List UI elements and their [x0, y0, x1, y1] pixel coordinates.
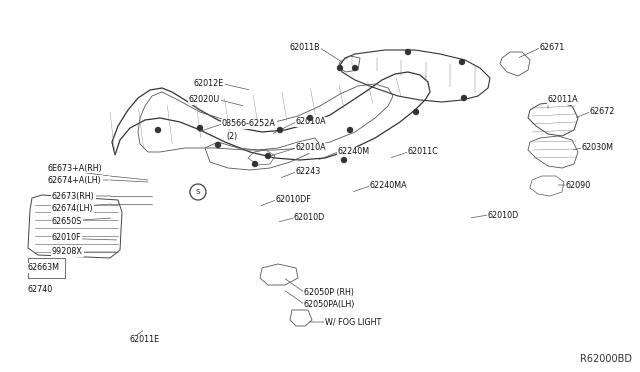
Circle shape: [337, 65, 342, 71]
Circle shape: [413, 109, 419, 115]
Text: 62663M: 62663M: [28, 263, 60, 273]
Text: W/ FOG LIGHT: W/ FOG LIGHT: [325, 317, 381, 327]
Text: 62010DF: 62010DF: [276, 196, 312, 205]
Circle shape: [353, 65, 358, 71]
Circle shape: [266, 154, 271, 158]
Text: 99208X: 99208X: [52, 247, 83, 257]
Text: R62000BD: R62000BD: [580, 354, 632, 364]
Circle shape: [342, 157, 346, 163]
Text: 62011C: 62011C: [408, 148, 439, 157]
Text: 62674+A(LH): 62674+A(LH): [48, 176, 102, 185]
Circle shape: [278, 128, 282, 132]
Text: 62650S: 62650S: [52, 218, 83, 227]
Circle shape: [156, 128, 161, 132]
Text: 6E673+A(RH): 6E673+A(RH): [48, 164, 103, 173]
Circle shape: [406, 49, 410, 55]
Text: 62673(RH): 62673(RH): [52, 192, 95, 201]
Text: 62050P (RH): 62050P (RH): [304, 288, 354, 296]
Text: 62011E: 62011E: [130, 336, 160, 344]
Text: 62674(LH): 62674(LH): [52, 203, 93, 212]
Text: 62010D: 62010D: [294, 214, 325, 222]
Text: 62240MA: 62240MA: [370, 182, 408, 190]
Text: 62010A: 62010A: [296, 118, 326, 126]
Text: 62011B: 62011B: [289, 44, 320, 52]
Text: 62240M: 62240M: [338, 148, 370, 157]
Text: 62010D: 62010D: [488, 211, 519, 219]
Text: 62011A: 62011A: [548, 96, 579, 105]
Circle shape: [460, 60, 465, 64]
Circle shape: [253, 161, 257, 167]
Text: (2): (2): [226, 131, 237, 141]
Text: 62672: 62672: [590, 108, 616, 116]
Circle shape: [198, 125, 202, 131]
Text: 62012E: 62012E: [194, 80, 224, 89]
Text: 62243: 62243: [296, 167, 321, 176]
Circle shape: [461, 96, 467, 100]
Text: 62020U: 62020U: [189, 96, 220, 105]
Circle shape: [307, 115, 312, 121]
Text: S: S: [196, 189, 200, 195]
Text: 62010A: 62010A: [296, 144, 326, 153]
Text: 08566-6252A: 08566-6252A: [222, 119, 276, 128]
Text: 62740: 62740: [28, 285, 53, 295]
Text: 62010F: 62010F: [52, 234, 82, 243]
Circle shape: [348, 128, 353, 132]
Text: 62090: 62090: [566, 180, 591, 189]
Text: 62050PA(LH): 62050PA(LH): [304, 299, 355, 308]
Circle shape: [216, 142, 221, 148]
Text: 62030M: 62030M: [582, 144, 614, 153]
Text: 62671: 62671: [540, 44, 565, 52]
